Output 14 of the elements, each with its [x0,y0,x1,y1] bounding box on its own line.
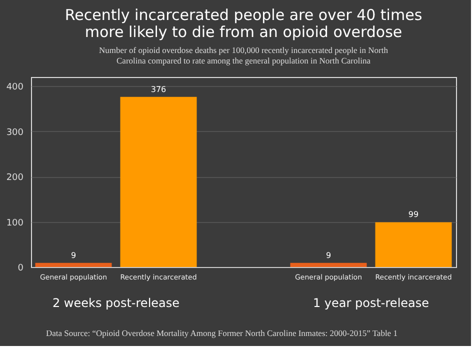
text: 1 year post-release [312,296,430,310]
y-tick-label: 100 [6,218,24,228]
data-label: 376 [150,84,166,94]
y-tick-label: 400 [6,82,24,93]
chart-subtitle: Number of opioid overdose deaths per 100,000 recently incarcerated people in North Carolina compared to rate among the general population in North Carolina [99,45,389,66]
text: 2 weeks post-release [52,296,180,310]
data-label: 9 [326,250,332,260]
source-note: Data Source: “Opioid Overdose Mortality Among Former North Caroline Inmates: 2000-2015” Table 1 [46,328,398,338]
chart-title: Recently incarcerated people are over 40 times more likely to die from an opioid overdose [64,6,422,41]
y-tick-label: 200 [6,173,24,184]
data-label: 99 [408,210,419,220]
y-tick-label: 300 [6,128,24,138]
data-label: 9 [70,250,76,260]
y-tick-label: 0 [18,264,24,274]
